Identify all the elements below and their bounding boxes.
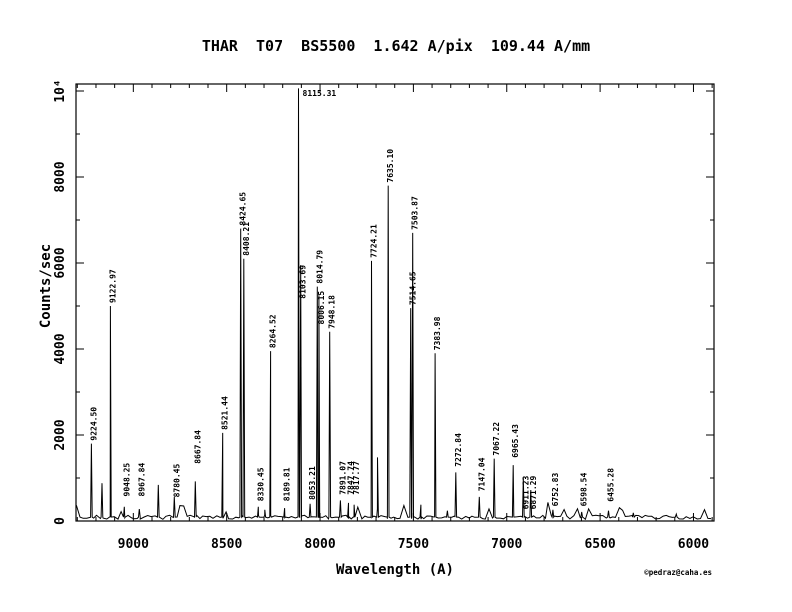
peak-label: 8189.81 <box>283 467 292 501</box>
peak-label: 8967.84 <box>137 463 146 497</box>
peak-label: 8103.69 <box>299 265 308 299</box>
peak-label: 6598.54 <box>580 473 589 507</box>
peak-label: 6965.43 <box>511 424 520 458</box>
peak-label: 8330.45 <box>256 467 265 501</box>
peak-label: 8053.21 <box>308 466 317 500</box>
y-tick-label: 6000 <box>53 247 68 278</box>
peak-label: 7503.87 <box>411 196 420 230</box>
peak-label: 7514.65 <box>409 271 418 305</box>
y-tick-label: 4000 <box>53 333 68 364</box>
peak-label: 8780.45 <box>172 464 181 498</box>
peak-label: 6911.23 <box>521 476 530 510</box>
x-tick-label: 7500 <box>398 537 429 552</box>
peak-label: 8408.21 <box>242 222 251 256</box>
y-tick-label: 2000 <box>53 419 68 450</box>
x-tick-label: 7000 <box>491 537 522 552</box>
peak-label: 8424.65 <box>239 192 248 226</box>
peak-label: 7817.77 <box>352 461 361 495</box>
x-axis-title: Wavelength (A) <box>335 562 454 578</box>
peak-label: 8264.52 <box>269 314 278 348</box>
x-tick-label: 6500 <box>584 537 615 552</box>
y-tick-label: 8000 <box>53 161 68 192</box>
y-axis-title: Counts/sec <box>38 243 54 329</box>
peak-label: 8521.44 <box>221 396 230 430</box>
credit-text: ©pedraz@caha.es <box>644 568 712 577</box>
peak-label: 8006.15 <box>317 291 326 325</box>
peak-label: 6752.83 <box>551 473 560 507</box>
peak-label: 7635.10 <box>386 149 395 183</box>
x-tick-label: 8000 <box>304 537 335 552</box>
peak-label: 7147.04 <box>477 457 486 491</box>
peak-label: 7847.74 <box>347 461 356 495</box>
x-tick-label: 9000 <box>118 537 149 552</box>
peak-label: 7272.84 <box>454 433 463 467</box>
peak-label: 8115.31 <box>303 89 337 98</box>
peak-label: 6455.28 <box>607 468 616 502</box>
spectrum-trace <box>75 88 712 521</box>
peak-label: 9048.25 <box>122 463 131 497</box>
peak-label: 7383.98 <box>433 316 442 350</box>
x-tick-label: 8500 <box>211 537 242 552</box>
x-tick-label: 6000 <box>678 537 709 552</box>
peak-label: 9224.50 <box>89 407 98 441</box>
peak-label: 8014.79 <box>315 250 324 284</box>
peak-label: 7724.21 <box>370 224 379 258</box>
y-tick-label: 10⁴ <box>53 79 68 102</box>
peak-label: 8667.84 <box>193 430 202 464</box>
peak-label: 9122.97 <box>108 269 117 303</box>
peak-label: 7891.07 <box>338 461 347 495</box>
plot-title: THAR T07 BS5500 1.642 A/pix 109.44 A/mm <box>201 37 591 55</box>
y-tick-label: 0 <box>53 517 68 525</box>
peak-label: 7067.22 <box>492 422 501 456</box>
peak-label: 6871.29 <box>529 476 538 510</box>
peak-label: 7948.18 <box>328 295 337 329</box>
